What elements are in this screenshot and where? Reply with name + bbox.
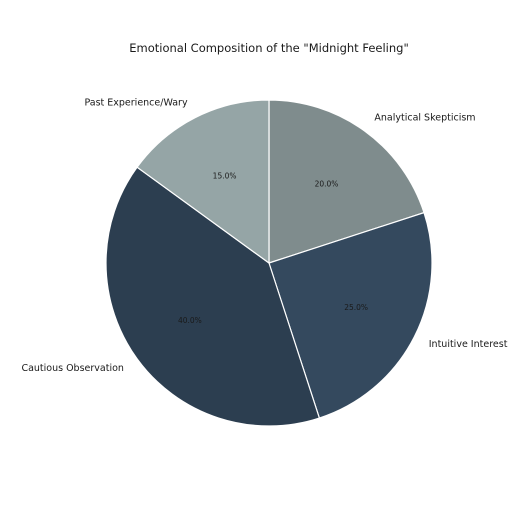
percent-label-intuitive-interest: 25.0% bbox=[344, 303, 368, 312]
pie-slice-past-experience-wary bbox=[136, 99, 270, 265]
pie-slices bbox=[105, 99, 433, 427]
category-label-past-experience-wary: Past Experience/Wary bbox=[84, 98, 188, 109]
percent-labels: 20.0% 25.0% 40.0% 15.0% bbox=[178, 171, 368, 325]
category-label-analytical-skepticism: Analytical Skepticism bbox=[374, 112, 475, 123]
percent-label-cautious-observation: 40.0% bbox=[178, 316, 202, 325]
chart-title: Emotional Composition of the "Midnight F… bbox=[129, 41, 409, 55]
category-label-intuitive-interest: Intuitive Interest bbox=[429, 339, 508, 350]
percent-label-past-experience-wary: 15.0% bbox=[213, 171, 237, 180]
pie-slice-cautious-observation bbox=[105, 166, 321, 427]
category-labels: Analytical Skepticism Intuitive Interest C… bbox=[21, 98, 507, 374]
pie-slice-analytical-skepticism bbox=[268, 99, 425, 264]
pie-slice-intuitive-interest bbox=[268, 211, 433, 419]
category-label-cautious-observation: Cautious Observation bbox=[21, 363, 124, 374]
percent-label-analytical-skepticism: 20.0% bbox=[315, 179, 339, 188]
